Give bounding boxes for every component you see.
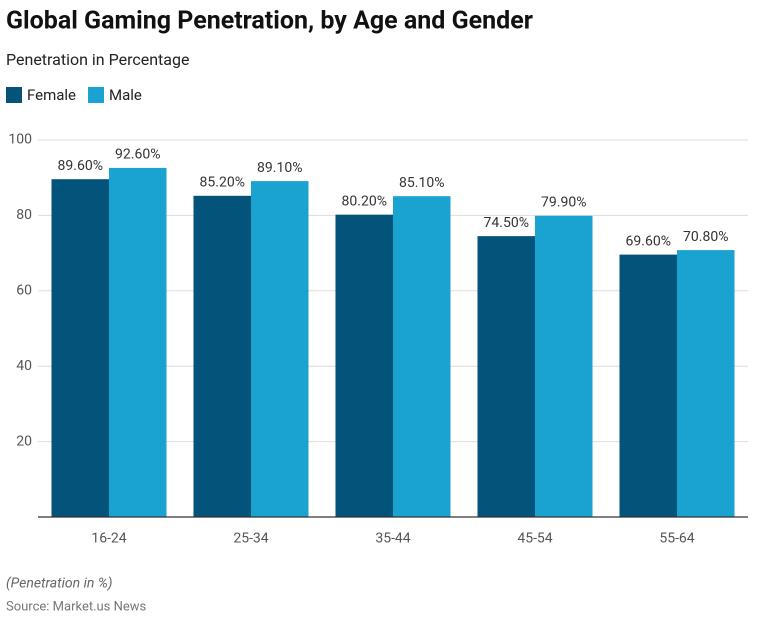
value-label: 70.80% bbox=[683, 229, 728, 245]
bar bbox=[535, 215, 593, 518]
chart-title: Global Gaming Penetration, by Age and Ge… bbox=[6, 7, 533, 36]
value-label: 85.20% bbox=[200, 174, 245, 190]
legend-swatch bbox=[6, 87, 22, 103]
x-tick-label: 45-54 bbox=[517, 531, 552, 547]
value-label: 79.90% bbox=[541, 194, 586, 210]
legend-label: Male bbox=[109, 86, 142, 104]
x-tick-label: 35-44 bbox=[375, 531, 410, 547]
y-tick-label: 100 bbox=[8, 132, 32, 148]
value-label: 92.60% bbox=[115, 147, 160, 163]
value-label: 85.10% bbox=[399, 175, 444, 191]
bar bbox=[109, 167, 167, 517]
value-label: 80.20% bbox=[342, 193, 387, 209]
y-tick-label: 40 bbox=[16, 358, 32, 374]
bar bbox=[335, 214, 393, 517]
bar bbox=[193, 195, 251, 517]
y-tick-label: 20 bbox=[16, 433, 32, 449]
bar bbox=[677, 250, 735, 518]
y-tick-label: 80 bbox=[16, 207, 32, 223]
x-tick-label: 16-24 bbox=[91, 531, 126, 547]
value-label: 69.60% bbox=[626, 233, 671, 249]
x-tick-label: 55-64 bbox=[659, 531, 694, 547]
bar bbox=[51, 179, 109, 517]
chart-subtitle: Penetration in Percentage bbox=[6, 50, 189, 69]
bar bbox=[251, 181, 309, 517]
bar bbox=[393, 196, 451, 517]
legend-swatch bbox=[88, 87, 105, 103]
value-label: 89.10% bbox=[257, 160, 302, 176]
source: Source: Market.us News bbox=[6, 599, 147, 614]
value-label: 89.60% bbox=[58, 158, 103, 174]
note: (Penetration in %) bbox=[6, 576, 113, 592]
bar bbox=[477, 236, 535, 517]
legend-label: Female bbox=[27, 86, 76, 104]
bar bbox=[619, 254, 677, 517]
y-tick-label: 60 bbox=[16, 283, 32, 299]
x-tick-label: 25-34 bbox=[233, 531, 268, 547]
value-label: 74.50% bbox=[484, 215, 529, 231]
